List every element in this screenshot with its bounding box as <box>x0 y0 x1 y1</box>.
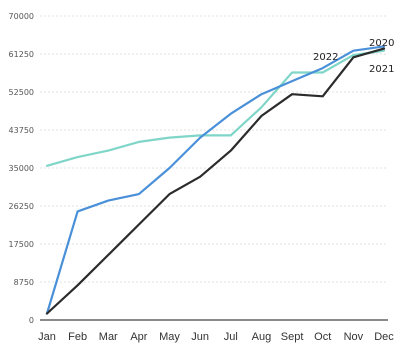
series-label-2022: 2022 <box>313 52 338 63</box>
y-tick-label: 43750 <box>9 126 34 135</box>
x-tick-label-jun: Jun <box>191 331 209 343</box>
series-line-2020 <box>45 45 386 315</box>
y-tick-label: 26250 <box>9 202 34 211</box>
series-lines <box>45 45 386 315</box>
series-line-2022 <box>45 49 386 167</box>
x-tick-label-aug: Aug <box>252 331 272 343</box>
x-tick-label-nov: Nov <box>344 331 364 343</box>
grid-lines <box>40 15 388 283</box>
x-tick-label-jul: Jul <box>224 331 238 343</box>
y-tick-label: 35000 <box>9 164 34 173</box>
x-tick-label-dec: Dec <box>374 331 394 343</box>
series-label-2021: 2021 <box>369 64 394 75</box>
series-labels: 2022 2020 2021 <box>313 38 394 75</box>
y-tick-label: 61250 <box>9 50 34 59</box>
y-tick-label: 17500 <box>9 240 34 249</box>
series-label-2020: 2020 <box>369 38 394 49</box>
y-tick-label: 52500 <box>9 88 34 97</box>
series-line-2021 <box>45 47 386 315</box>
x-tick-label-sept: Sept <box>281 331 304 343</box>
y-tick-label: 8750 <box>14 278 34 287</box>
y-tick-label: 70000 <box>9 12 34 21</box>
x-tick-label-jan: Jan <box>38 331 56 343</box>
x-tick-label-apr: Apr <box>130 331 147 343</box>
y-tick-label: 0 <box>29 316 34 325</box>
y-axis-tick-labels: 0 8750 17500 26250 35000 43750 52500 61250 70000 <box>9 12 34 325</box>
x-tick-label-mar: Mar <box>99 331 118 343</box>
x-tick-label-feb: Feb <box>68 331 87 343</box>
x-tick-label-may: May <box>159 331 180 343</box>
x-tick-label-oct: Oct <box>314 331 331 343</box>
x-axis-tick-labels: Jan Feb Mar Apr May Jun Jul Aug Sept Oct Nov Dec <box>38 331 394 343</box>
